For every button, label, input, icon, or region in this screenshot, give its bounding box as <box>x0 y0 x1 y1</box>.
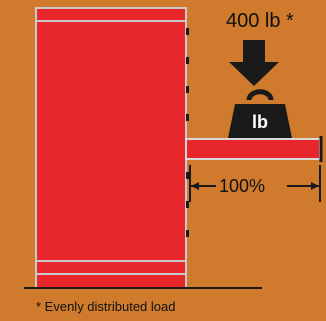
extension-percentage: 100% <box>219 176 266 196</box>
footnote: * Evenly distributed load <box>36 299 176 314</box>
support-arm <box>185 138 321 160</box>
dimension-arrowhead-left <box>191 182 199 190</box>
weight-symbol: lb <box>252 112 268 132</box>
load-label: 400 lb * <box>226 10 294 32</box>
column-notches <box>186 28 189 237</box>
dimension-arrowhead-right <box>311 182 319 190</box>
down-arrow-icon <box>229 40 279 86</box>
weight-icon <box>228 89 292 138</box>
upright-column <box>35 7 187 289</box>
